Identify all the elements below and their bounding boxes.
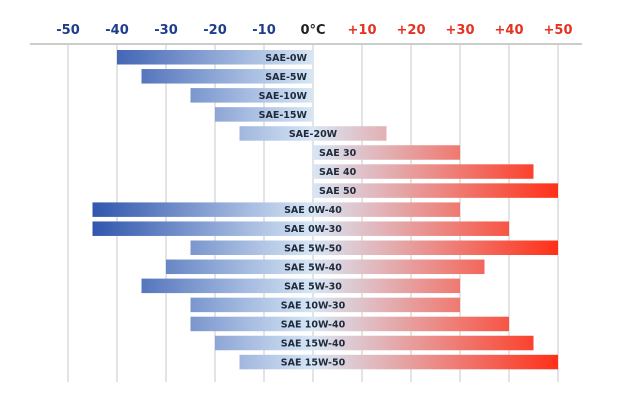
x-tick-label: -20: [203, 23, 227, 38]
bar-label: SAE 50: [319, 186, 357, 197]
bar-row: SAE 50: [313, 183, 558, 198]
bar-row: SAE 30: [313, 145, 460, 160]
x-tick-label: +50: [544, 23, 573, 38]
bar-label: SAE 5W-40: [284, 262, 342, 273]
x-axis-tick-labels: -50 -40 -30 -20 -10 0°C +10 +20 +30 +40 +50: [56, 23, 572, 38]
bars: SAE-0W SAE-5W SAE-10W SAE-15W SAE-20W SAE 30 S…: [93, 50, 559, 369]
bar-row: SAE 0W-40: [93, 202, 461, 217]
bar-row: SAE-0W: [117, 50, 313, 65]
bar-label: SAE 15W-40: [281, 339, 346, 350]
oil-viscosity-temperature-chart: -50 -40 -30 -20 -10 0°C +10 +20 +30 +40 +50 SAE-0W…: [0, 0, 640, 412]
bar-label: SAE 10W-30: [281, 300, 346, 311]
x-tick-label: -30: [154, 23, 178, 38]
bar-label: SAE-15W: [259, 110, 308, 121]
bar-row: SAE 5W-50: [191, 241, 559, 256]
bar-row: SAE-15W: [215, 107, 313, 122]
x-tick-label: -10: [252, 23, 276, 38]
bar-label: SAE 0W-30: [284, 224, 342, 235]
bar-label: SAE 5W-30: [284, 281, 342, 292]
bar-row: SAE 5W-30: [142, 279, 461, 294]
bar: [191, 241, 559, 256]
bar-label: SAE-10W: [259, 91, 308, 102]
bar-label: SAE-0W: [265, 53, 307, 64]
bar-label: SAE 10W-40: [281, 319, 346, 330]
bar-row: SAE 15W-50: [240, 355, 559, 370]
bar-label: SAE 15W-50: [281, 358, 346, 369]
bar-row: SAE-20W: [240, 126, 387, 141]
bar: [191, 317, 510, 332]
x-tick-label: +40: [495, 23, 524, 38]
x-tick-label: -40: [105, 23, 129, 38]
bar-label: SAE 0W-40: [284, 205, 342, 216]
bar-label: SAE-20W: [289, 129, 338, 140]
x-tick-label: +30: [446, 23, 475, 38]
bar-label: SAE 30: [319, 148, 357, 159]
x-tick-label: 0°C: [300, 23, 325, 38]
bar-row: SAE 5W-40: [166, 260, 485, 275]
x-tick-label: +20: [397, 23, 426, 38]
bar-label: SAE-5W: [265, 72, 307, 83]
bar: [93, 202, 461, 217]
bar-row: SAE 10W-30: [191, 298, 461, 313]
x-tick-label: -50: [56, 23, 80, 38]
x-tick-label: +10: [348, 23, 377, 38]
bar-row: SAE-10W: [191, 88, 314, 103]
bar-row: SAE 10W-40: [191, 317, 510, 332]
bar-label: SAE 5W-50: [284, 243, 342, 254]
bar-row: SAE 0W-30: [93, 221, 510, 236]
bar-row: SAE 40: [313, 164, 534, 179]
bar-row: SAE-5W: [142, 69, 314, 84]
bar-label: SAE 40: [319, 167, 357, 178]
bar-row: SAE 15W-40: [215, 336, 534, 351]
bar: [215, 336, 534, 351]
